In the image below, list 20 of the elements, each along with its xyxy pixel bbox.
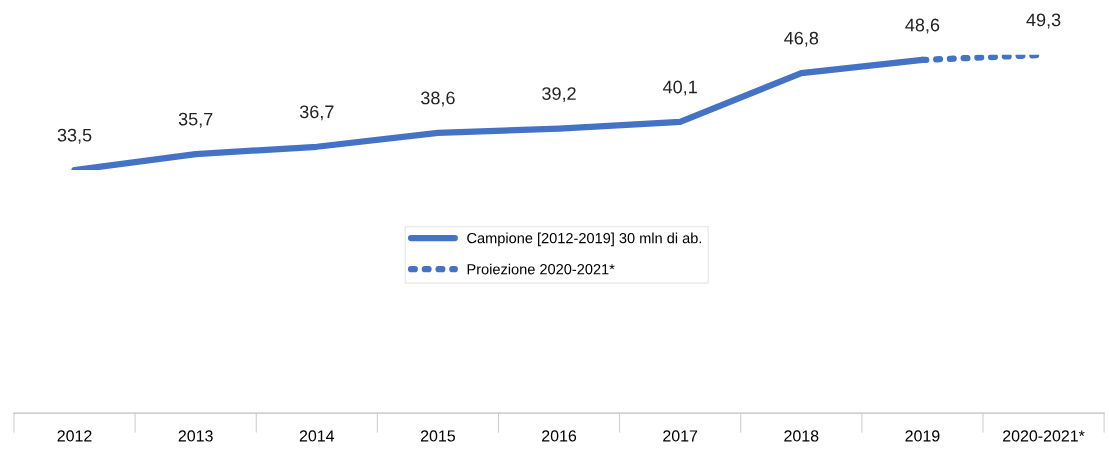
- data-label: 48,6: [905, 18, 940, 34]
- x-tick-label: 2012: [57, 430, 92, 442]
- data-label: 46,8: [784, 31, 819, 47]
- x-tick-label: 2014: [299, 430, 335, 442]
- x-tick-label: 2015: [420, 430, 456, 442]
- x-tick-label: 2016: [542, 430, 577, 442]
- data-label: 36,7: [299, 105, 334, 121]
- data-label: 39,2: [542, 87, 576, 103]
- data-label: 33,5: [57, 128, 92, 144]
- x-tick-label: 2017: [663, 430, 698, 442]
- x-tick-label: 2020-2021*: [1003, 430, 1085, 442]
- x-tick-label: 2018: [784, 430, 819, 442]
- data-label: 49,3: [1026, 13, 1061, 29]
- x-tick-label: 2019: [905, 430, 940, 442]
- legend-label: Campione [2012-2019] 30 mln di ab.: [467, 232, 702, 247]
- data-label: 35,7: [178, 112, 213, 128]
- data-label: 40,1: [663, 80, 697, 96]
- data-label: 38,6: [421, 91, 455, 107]
- x-tick-label: 2013: [178, 430, 213, 442]
- legend-label: Proiezione 2020-2021*: [467, 263, 615, 275]
